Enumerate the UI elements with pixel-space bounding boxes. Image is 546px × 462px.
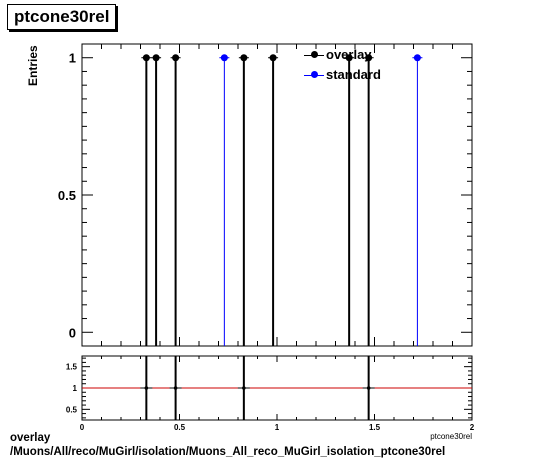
legend-item-standard: standard	[300, 66, 450, 86]
ratio-marker-point	[366, 386, 371, 390]
chart-title: ptcone30rel	[7, 4, 117, 30]
ratio-y-tick-label: 0.5	[66, 405, 78, 414]
ratio-marker-point	[242, 386, 246, 390]
legend-label-standard: standard	[326, 67, 381, 82]
ratio-x-tick-label: 1	[275, 423, 280, 432]
ratio-x-tick-label: 1.5	[369, 423, 381, 432]
ratio-marker-point	[173, 386, 178, 390]
footer-line-2: /Muons/All/reco/MuGirl/isolation/Muons_A…	[10, 446, 446, 458]
footer-line-1: overlay	[10, 432, 51, 444]
ratio-y-tick-label: 1	[73, 384, 78, 393]
main-y-tick-label: 1	[69, 51, 76, 66]
legend-item-overlay: overlay	[300, 46, 450, 66]
data-point-standard	[220, 54, 228, 62]
x-axis-label: ptcone30rel	[430, 432, 472, 441]
y-axis-label: Entries	[26, 45, 40, 86]
main-plot-frame	[81, 43, 473, 347]
ratio-marker-point	[144, 386, 149, 390]
main-y-tick-label: 0.5	[58, 188, 76, 203]
data-point-overlay	[240, 54, 248, 62]
data-point-overlay	[345, 54, 353, 62]
ratio-x-tick-label: 2	[470, 423, 475, 432]
legend: overlay standard	[300, 46, 450, 86]
ratio-x-tick-label: 0.5	[174, 423, 186, 432]
data-point-overlay	[152, 54, 160, 62]
legend-label-overlay: overlay	[326, 47, 372, 62]
data-point-overlay	[142, 54, 150, 62]
data-point-standard	[413, 54, 421, 62]
data-point-overlay	[172, 54, 180, 62]
data-point-overlay	[365, 54, 373, 62]
data-point-overlay	[269, 54, 277, 62]
ratio-x-tick-label: 0	[80, 423, 85, 432]
main-y-tick-label: 0	[69, 325, 76, 340]
ratio-y-tick-label: 1.5	[66, 363, 78, 372]
